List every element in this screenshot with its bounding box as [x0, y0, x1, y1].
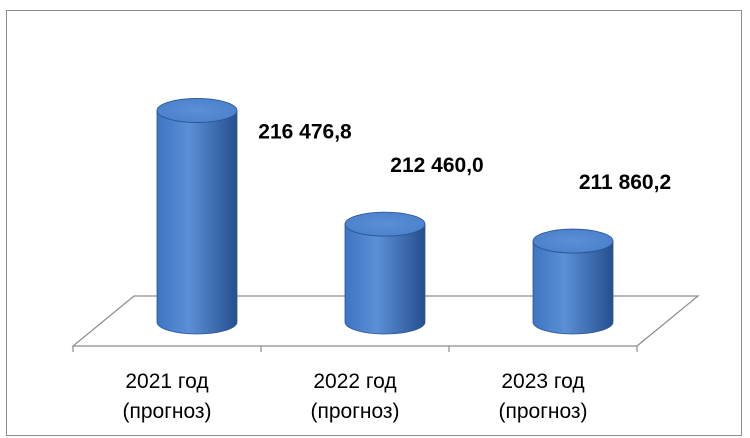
data-label: 212 460,0: [390, 154, 483, 177]
chart-data-labels: 216 476,8 212 460,0 211 860,2: [258, 120, 671, 194]
chart-bars: [156, 98, 614, 335]
category-label: 2022 год (прогноз): [310, 370, 399, 423]
bar-cylinder-body: [156, 110, 238, 335]
bar-cylinder: [532, 228, 614, 335]
bar-cylinder: [156, 98, 238, 335]
category-label: 2023 год (прогноз): [498, 370, 587, 423]
bar-cylinder-body: [344, 224, 426, 335]
bar-cylinder-body: [532, 241, 614, 335]
bar-cylinder: [344, 211, 426, 335]
bar-cylinder-top: [156, 98, 238, 123]
category-label: 2021 год (прогноз): [122, 370, 211, 423]
data-label: 216 476,8: [258, 120, 352, 143]
category-axis: 2021 год (прогноз) 2022 год (прогноз) 2023 г…: [72, 346, 638, 423]
bar-cylinder-top: [344, 211, 426, 237]
data-label: 211 860,2: [579, 171, 671, 194]
bar-cylinder-top: [532, 228, 614, 254]
